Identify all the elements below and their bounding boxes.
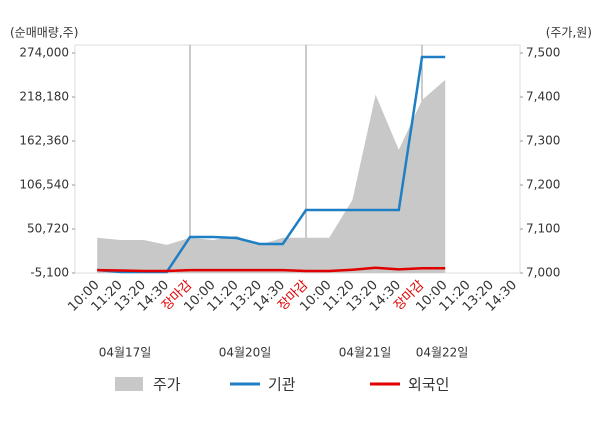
y-tick-label: 274,000 [19,46,69,60]
y-tick-label: 218,180 [19,90,69,104]
date-label: 04월22일 [416,346,469,360]
plot-area [74,44,521,274]
y2-tick-label: 7,200 [526,178,560,192]
y-tick-label: 162,360 [19,134,69,148]
date-label: 04월21일 [339,346,392,360]
date-label: 04월17일 [99,346,152,360]
legend-swatch [115,377,143,391]
y2-axis-label: (주가,원) [546,26,592,40]
legend-label: 기관 [268,376,296,394]
date-label: 04월20일 [219,346,272,360]
y2-tick-label: 7,000 [526,266,560,280]
y-tick-label: 50,720 [27,222,69,236]
legend-label: 외국인 [408,376,449,394]
series-line [97,266,446,273]
y-axis-label: (순매매량,주) [10,26,78,40]
y-tick-label: 106,540 [19,178,69,192]
y2-tick-label: 7,300 [526,134,560,148]
y2-tick-label: 7,400 [526,90,560,104]
y-tick-label: -5,100 [30,266,69,280]
price-area [97,79,446,273]
y2-tick-label: 7,100 [526,222,560,236]
legend-label: 주가 [153,376,181,394]
y2-tick-label: 7,500 [526,46,560,60]
